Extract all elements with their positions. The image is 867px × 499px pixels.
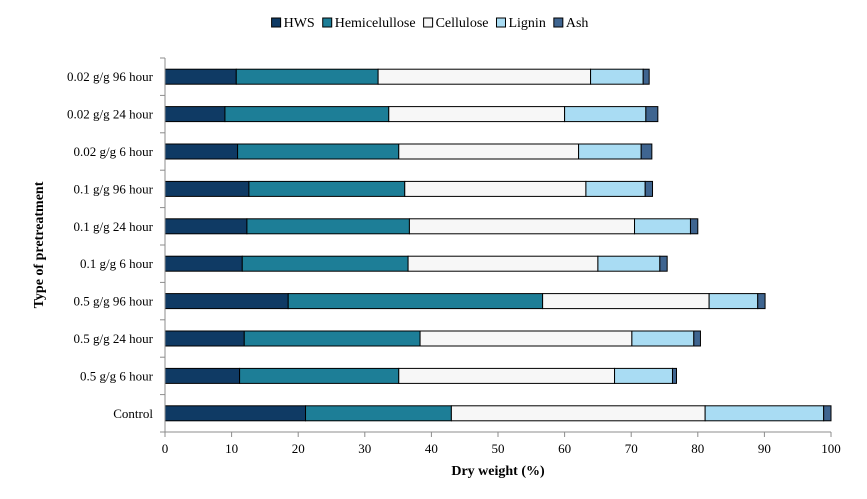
bar-segment-hemicelullose <box>248 180 406 197</box>
bar-segment-ash <box>693 330 701 347</box>
bar-segment-lignin <box>564 106 647 123</box>
bar-segment-lignin <box>708 293 759 310</box>
legend-label: Hemicelullose <box>335 16 416 31</box>
bar-segment-ash <box>645 106 659 123</box>
bar-segment-lignin <box>585 180 646 197</box>
legend-label: Ash <box>566 16 589 31</box>
bar-segment-cellulose <box>542 293 710 310</box>
x-tick-label: 0 <box>162 441 169 456</box>
bar-segment-cellulose <box>419 330 633 347</box>
y-tick-label: 0.1 g/g 6 hour <box>80 256 154 271</box>
x-tick-label: 50 <box>492 441 505 456</box>
legend-item-hws: HWS <box>271 16 315 31</box>
bar-segment-lignin <box>634 218 691 235</box>
y-tick-label: 0.02 g/g 6 hour <box>74 144 154 159</box>
bar-segment-hws <box>164 367 241 384</box>
bar-segment-ash <box>642 68 650 85</box>
y-tick-label: 0.02 g/g 24 hour <box>67 107 154 122</box>
bar-segment-hws <box>164 106 226 123</box>
legend-swatch <box>322 17 333 28</box>
bar-segment-hemicelullose <box>287 293 544 310</box>
bars-group <box>164 68 832 422</box>
bar-segment-cellulose <box>388 106 566 123</box>
legend-label: HWS <box>284 16 315 31</box>
legend-item-ash: Ash <box>553 16 589 31</box>
bar-segment-hemicelullose <box>237 143 400 160</box>
x-tick-label: 20 <box>292 441 305 456</box>
y-tick-label: Control <box>113 406 153 421</box>
bar-segment-hemicelullose <box>239 367 400 384</box>
chart-legend: HWS Hemicelullose Cellulose Lignin Ash <box>271 16 589 31</box>
bar-segment-lignin <box>614 367 673 384</box>
bar-segment-hemicelullose <box>224 106 390 123</box>
bar-segment-cellulose <box>407 255 599 272</box>
x-tick-label: 100 <box>821 441 841 456</box>
bar-segment-ash <box>671 367 677 384</box>
y-tick-label: 0.5 g/g 6 hour <box>80 368 154 383</box>
bar-segment-cellulose <box>398 143 580 160</box>
legend-item-hemicelullose: Hemicelullose <box>322 16 416 31</box>
x-tick-label: 30 <box>358 441 371 456</box>
y-tick-label: 0.02 g/g 96 hour <box>67 69 154 84</box>
y-tick-label: 0.5 g/g 96 hour <box>74 294 154 309</box>
bar-segment-ash <box>640 143 653 160</box>
bar-segment-cellulose <box>404 180 587 197</box>
bar-segment-hws <box>164 293 289 310</box>
bar-segment-hemicelullose <box>305 405 452 422</box>
bar-segment-hws <box>164 218 248 235</box>
x-tick-label: 10 <box>225 441 238 456</box>
bar-segment-hws <box>164 143 239 160</box>
bar-segment-ash <box>823 405 832 422</box>
y-axis-title: Type of pretreatment <box>32 181 47 308</box>
y-tick-label: 0.1 g/g 24 hour <box>74 219 154 234</box>
x-tick-label: 80 <box>691 441 704 456</box>
bar-segment-ash <box>659 255 668 272</box>
x-tick-label: 40 <box>425 441 438 456</box>
x-axis-title: Dry weight (%) <box>451 464 545 479</box>
x-tick-label: 90 <box>758 441 771 456</box>
y-tick-label: 0.5 g/g 24 hour <box>74 331 154 346</box>
x-axis-ticks: 0 10 20 30 40 50 60 70 80 90 100 <box>162 432 841 456</box>
bar-segment-hemicelullose <box>241 255 409 272</box>
x-tick-label: 70 <box>625 441 638 456</box>
bar-segment-cellulose <box>377 68 592 85</box>
bar-segment-hws <box>164 68 237 85</box>
legend-swatch <box>423 17 434 28</box>
legend-swatch <box>271 17 282 28</box>
bar-segment-hemicelullose <box>235 68 379 85</box>
bar-segment-hws <box>164 180 250 197</box>
bar-segment-lignin <box>704 405 825 422</box>
bar-segment-hemicelullose <box>243 330 421 347</box>
x-tick-label: 60 <box>558 441 571 456</box>
bar-segment-lignin <box>597 255 661 272</box>
legend-swatch <box>495 17 506 28</box>
bar-segment-ash <box>757 293 766 310</box>
legend-label: Cellulose <box>436 16 489 31</box>
bar-segment-hws <box>164 405 307 422</box>
bar-segment-lignin <box>578 143 642 160</box>
bar-segment-ash <box>689 218 699 235</box>
y-tick-label: 0.1 g/g 96 hour <box>74 181 154 196</box>
bar-segment-lignin <box>631 330 695 347</box>
legend-label: Lignin <box>508 16 545 31</box>
legend-item-lignin: Lignin <box>495 16 546 31</box>
bar-segment-cellulose <box>408 218 636 235</box>
bar-segment-cellulose <box>450 405 706 422</box>
bar-segment-cellulose <box>398 367 616 384</box>
y-axis-ticks: 0.02 g/g 96 hour 0.02 g/g 24 hour 0.02 g/g… <box>67 57 165 433</box>
bar-segment-hemicelullose <box>246 218 410 235</box>
bar-segment-hws <box>164 330 245 347</box>
bar-segment-ash <box>644 180 654 197</box>
legend-item-cellulose: Cellulose <box>423 16 489 31</box>
bar-segment-hws <box>164 255 243 272</box>
legend-swatch <box>553 17 564 28</box>
bar-segment-lignin <box>590 68 644 85</box>
